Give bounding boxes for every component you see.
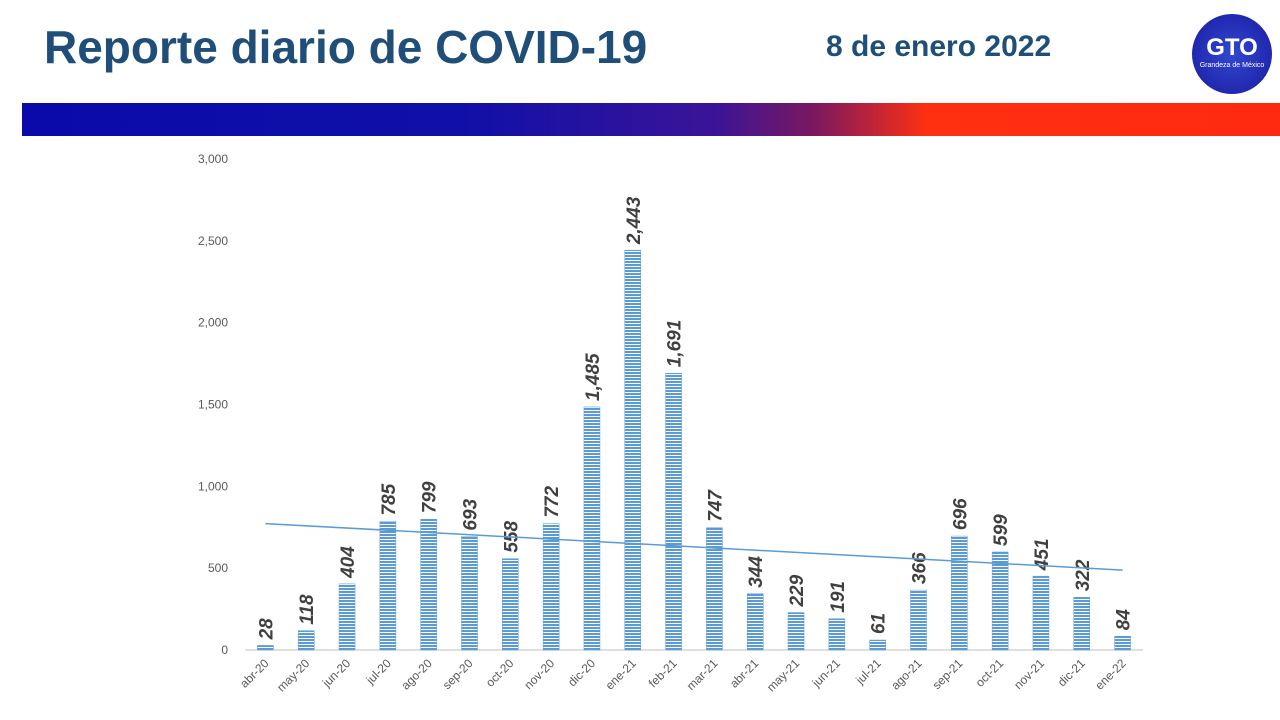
- value-label: 2,443: [624, 196, 645, 245]
- value-label: 799: [420, 481, 441, 513]
- y-tick-label: 500: [208, 561, 228, 575]
- bar: [869, 639, 886, 651]
- trendline: [265, 522, 1123, 571]
- bar: [1032, 575, 1050, 651]
- x-tick-label: ene-21: [603, 656, 640, 693]
- value-label: 229: [787, 574, 808, 607]
- value-label: 322: [1073, 559, 1094, 591]
- y-tick-label: 1,500: [198, 398, 228, 412]
- y-tick-label: 2,000: [198, 316, 228, 330]
- slide-title: Reporte diario de COVID-19: [44, 21, 648, 73]
- bar: [379, 521, 397, 651]
- x-tick-label: jun-20: [319, 656, 353, 690]
- x-tick-label: jul-20: [363, 656, 395, 688]
- bar: [787, 612, 805, 651]
- x-tick-label: dic-21: [1055, 656, 1088, 689]
- x-tick-label: mar-21: [684, 656, 721, 693]
- value-label: 772: [542, 486, 563, 518]
- value-label: 599: [991, 514, 1012, 546]
- x-tick-label: may-20: [274, 656, 312, 694]
- value-label: 693: [461, 498, 482, 530]
- slide-date: 8 de enero 2022: [826, 30, 1052, 63]
- bar: [951, 535, 968, 651]
- logo: GTO Grandeza de México: [1192, 14, 1272, 94]
- bar: [910, 589, 927, 651]
- header-band: [22, 103, 1280, 136]
- bar: [542, 523, 560, 651]
- x-tick-label: dic-20: [565, 656, 598, 689]
- bar: [1114, 636, 1131, 651]
- logo-text: GTO: [1206, 34, 1258, 61]
- bar: [706, 527, 723, 651]
- x-tick-label: abr-20: [237, 656, 272, 691]
- value-label: 366: [910, 552, 931, 584]
- bar: [297, 630, 315, 651]
- x-tick-label: nov-20: [521, 656, 557, 692]
- value-label: 191: [828, 581, 849, 613]
- bar: [624, 249, 642, 651]
- logo-subtitle: Grandeza de México: [1199, 62, 1265, 69]
- value-label: 785: [379, 483, 400, 515]
- value-label: 1,485: [583, 353, 604, 401]
- x-tick-label: ene-22: [1092, 656, 1129, 693]
- x-tick-label: ago-21: [888, 656, 925, 693]
- x-tick-label: sep-20: [440, 656, 476, 692]
- value-label: 1,691: [665, 320, 686, 368]
- y-tick-label: 1,000: [198, 479, 228, 493]
- bar: [1073, 597, 1091, 651]
- bar: [257, 645, 274, 651]
- bar: [502, 558, 519, 651]
- bar: [665, 372, 682, 651]
- x-tick-label: ago-20: [398, 656, 435, 693]
- value-label: 61: [869, 613, 890, 634]
- y-tick-label: 0: [221, 643, 228, 657]
- bar: [991, 551, 1009, 651]
- bar: [420, 518, 437, 651]
- bar: [461, 536, 478, 651]
- bar: [583, 406, 601, 651]
- value-label: 118: [297, 594, 318, 625]
- value-label: 84: [1114, 609, 1135, 631]
- value-label: 404: [338, 546, 359, 579]
- x-tick-label: jul-21: [852, 656, 884, 688]
- x-tick-label: sep-21: [930, 656, 966, 692]
- x-tick-label: abr-21: [727, 656, 762, 691]
- x-tick-label: nov-21: [1011, 656, 1047, 692]
- bar: [746, 593, 764, 651]
- bar: [828, 618, 846, 651]
- y-tick-label: 3,000: [198, 152, 228, 166]
- value-label: 451: [1032, 538, 1053, 571]
- x-tick-label: may-21: [764, 656, 802, 694]
- value-label: 28: [256, 618, 277, 641]
- x-tick-label: oct-20: [483, 656, 517, 690]
- x-tick-label: oct-21: [973, 656, 1007, 690]
- y-tick-label: 2,500: [198, 234, 228, 248]
- x-tick-label: jun-21: [809, 656, 843, 690]
- x-tick-label: feb-21: [646, 656, 680, 690]
- value-label: 696: [950, 498, 971, 530]
- value-label: 344: [746, 556, 767, 588]
- bar: [338, 583, 356, 651]
- value-label: 747: [705, 489, 726, 522]
